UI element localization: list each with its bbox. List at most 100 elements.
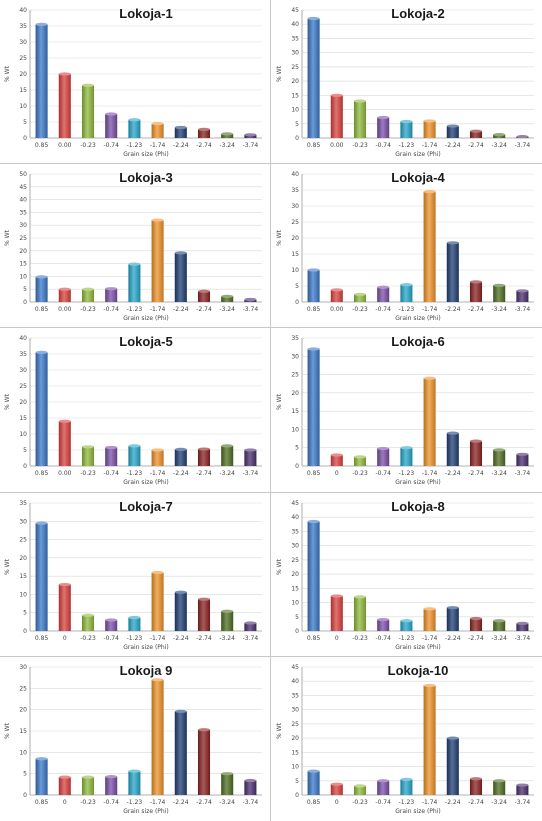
y-tick-label: 15 <box>291 92 299 99</box>
bar <box>105 112 118 138</box>
row-divider <box>0 492 542 493</box>
y-tick-label: 20 <box>19 555 27 562</box>
bar <box>221 444 234 466</box>
bar <box>174 125 187 138</box>
y-tick-label: 50 <box>19 171 27 178</box>
y-tick-label: 20 <box>291 78 299 85</box>
column-divider <box>270 0 271 821</box>
bar <box>244 778 257 795</box>
bar <box>423 190 436 302</box>
x-axis-label: Grain size (Phi) <box>123 808 168 815</box>
x-tick-label: -1.74 <box>422 799 438 806</box>
x-tick-label: -1.23 <box>399 306 415 313</box>
bar <box>105 287 118 302</box>
y-tick-label: 20 <box>291 571 299 578</box>
bar <box>197 127 211 138</box>
x-tick-label: -0.74 <box>103 306 119 313</box>
y-tick-label: 10 <box>291 267 299 274</box>
bar <box>307 769 320 795</box>
bar <box>446 241 459 302</box>
x-axis-label: Grain size (Phi) <box>123 315 168 322</box>
y-tick-label: 35 <box>291 528 299 535</box>
bar <box>330 93 343 138</box>
bar <box>35 275 48 302</box>
bar <box>516 452 529 466</box>
x-tick-label: 0.85 <box>35 306 49 313</box>
y-tick-label: 25 <box>291 372 299 379</box>
x-tick-label: -2.74 <box>468 799 484 806</box>
bar <box>174 447 187 466</box>
y-tick-label: 45 <box>291 500 299 507</box>
y-tick-label: 5 <box>295 778 299 785</box>
row-divider <box>0 656 542 657</box>
x-tick-label: -2.24 <box>445 470 461 477</box>
y-tick-label: 0 <box>295 463 299 470</box>
x-tick-label: -0.23 <box>80 470 96 477</box>
bar <box>353 455 367 466</box>
chart-title: Lokoja-3 <box>119 170 172 185</box>
y-tick-label: 0 <box>23 463 27 470</box>
x-tick-label: -2.74 <box>196 799 212 806</box>
x-tick-label: -3.74 <box>515 142 531 149</box>
bar <box>400 119 413 138</box>
x-tick-label: -1.74 <box>150 470 166 477</box>
bar <box>330 453 343 466</box>
x-tick-label: -2.74 <box>196 470 212 477</box>
x-tick-label: 0.00 <box>330 142 344 149</box>
chart-panel-10: 0 5 10 15 20 25 30 35 40 45 0.85 0 -0.23 -0.74 -1.23 -1… <box>276 663 534 815</box>
x-tick-label: 0.85 <box>307 306 321 313</box>
x-axis-label: Grain size (Phi) <box>395 479 440 486</box>
x-tick-label: -2.74 <box>468 142 484 149</box>
x-tick-label: -1.23 <box>399 142 415 149</box>
bar <box>469 439 483 466</box>
bar <box>400 446 413 466</box>
y-tick-label: 0 <box>23 628 27 635</box>
bar <box>446 736 459 795</box>
y-tick-label: 30 <box>291 50 299 57</box>
bar <box>58 419 71 466</box>
x-tick-label: -2.24 <box>445 306 461 313</box>
x-tick-label: -3.24 <box>491 635 507 642</box>
y-tick-label: 30 <box>291 203 299 210</box>
bar <box>353 292 367 302</box>
x-tick-label: -2.24 <box>173 799 189 806</box>
y-tick-label: 15 <box>19 87 27 94</box>
x-tick-label: 0.00 <box>58 306 72 313</box>
bar <box>244 621 257 631</box>
x-tick-label: -3.24 <box>219 635 235 642</box>
x-tick-label: -0.23 <box>80 306 96 313</box>
y-tick-label: 10 <box>19 749 27 756</box>
y-tick-label: 30 <box>291 707 299 714</box>
chart-title: Lokoja-7 <box>119 499 172 514</box>
y-tick-label: 20 <box>19 399 27 406</box>
bar <box>353 99 367 138</box>
x-tick-label: -1.23 <box>399 799 415 806</box>
x-tick-label: 0 <box>335 470 339 477</box>
bar <box>81 775 95 795</box>
y-axis-label: % Wt <box>276 722 283 739</box>
x-tick-label: -0.74 <box>375 470 391 477</box>
y-tick-label: 20 <box>291 235 299 242</box>
x-tick-label: 0.00 <box>330 306 344 313</box>
y-tick-label: 20 <box>291 735 299 742</box>
y-tick-label: 5 <box>23 610 27 617</box>
x-tick-label: -3.74 <box>243 635 259 642</box>
bar <box>221 132 234 138</box>
bar <box>197 447 211 466</box>
bar <box>469 280 483 302</box>
x-tick-label: -3.74 <box>243 470 259 477</box>
bar <box>307 16 320 138</box>
bar <box>377 779 390 795</box>
y-tick-label: 45 <box>291 7 299 14</box>
chart-panel-3: 0 5 10 15 20 25 30 35 40 45 50 0.85 0.00 -0.23 -0.74 -1… <box>4 170 262 322</box>
chart-panel-9: 0 5 10 15 20 25 30 0.85 0 -0.23 -0.74 -1.23 -1.74 -2.… <box>4 663 262 815</box>
bar <box>151 218 164 302</box>
x-tick-label: -3.24 <box>219 799 235 806</box>
x-tick-label: -0.74 <box>375 142 391 149</box>
bar <box>81 613 95 631</box>
bar <box>493 132 506 138</box>
bar <box>128 615 141 631</box>
y-tick-label: 30 <box>19 39 27 46</box>
x-axis-label: Grain size (Phi) <box>123 479 168 486</box>
